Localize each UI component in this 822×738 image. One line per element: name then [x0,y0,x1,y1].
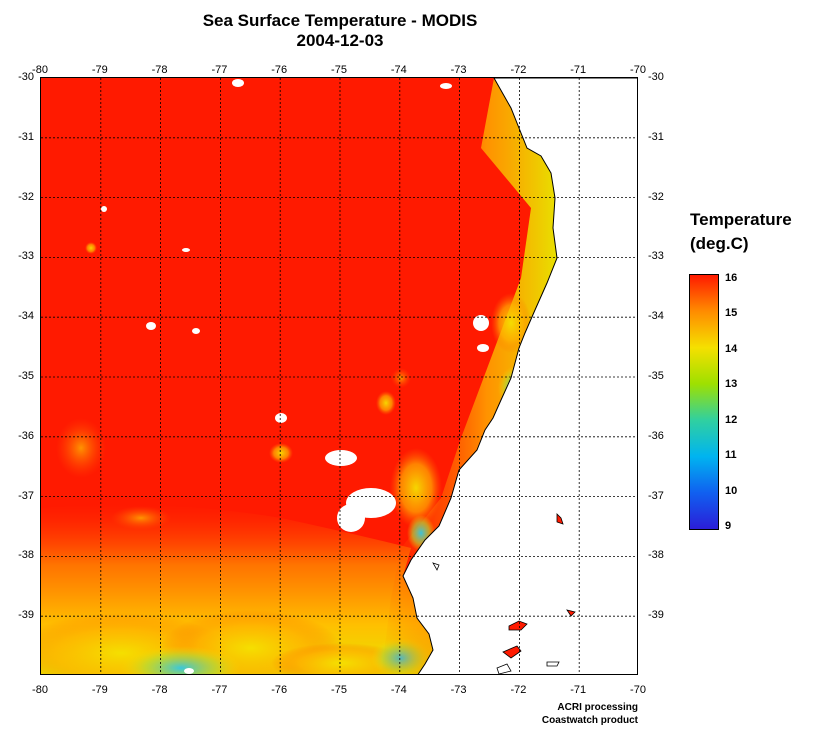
colorbar-label: 12 [725,413,738,426]
legend-title-line2: (deg.C) [690,234,749,253]
lon-tick-label: -80 [32,684,48,696]
lon-tick-label: -72 [510,684,527,696]
lat-tick-label: -31 [18,130,34,143]
lat-tick-label: -33 [18,250,34,263]
lat-tick-label: -36 [18,429,34,442]
sst-map [40,77,638,675]
lat-tick-label: -35 [18,370,34,382]
lon-tick-label: -79 [91,684,108,696]
lat-tick-label: -38 [648,549,664,562]
lon-tick-label: -74 [390,64,407,76]
lon-tick-label: -71 [570,684,587,696]
lon-tick-label: -75 [331,684,347,696]
lon-tick-label: -77 [211,64,228,76]
colorbar-label: 10 [725,484,738,497]
lon-tick-label: -78 [151,64,168,76]
lon-tick-label: -70 [630,64,646,76]
colorbar-label: 15 [725,307,738,320]
lon-tick-label: -73 [450,64,467,76]
colorbar-label: 14 [725,342,738,355]
lon-tick-label: -73 [450,684,467,696]
lon-tick-label: -75 [331,64,347,76]
lon-tick-label: -74 [390,684,407,696]
lat-tick-label: -37 [648,489,664,502]
credit-line1: ACRI processing [557,702,638,713]
sst-map-svg [41,78,637,674]
lat-tick-label: -34 [18,310,34,323]
lon-tick-label: -70 [630,684,646,696]
lat-tick-label: -39 [18,609,34,622]
credit-line2: Coastwatch product [541,715,638,726]
lat-tick-label: -30 [18,71,34,83]
lat-tick-label: -35 [648,370,664,382]
legend-title-line1: Temperature [690,210,792,229]
lat-tick-label: -30 [648,71,664,83]
map-title: Sea Surface Temperature - MODIS [202,11,478,30]
colorbar-label: 13 [725,378,738,391]
map-date: 2004-12-03 [296,31,384,50]
lat-tick-label: -33 [648,250,664,263]
lat-tick-label: -38 [18,549,34,562]
colorbar-label: 16 [725,272,738,284]
lat-tick-label: -31 [648,130,664,143]
lon-tick-label: -80 [32,64,48,76]
colorbar-label: 9 [725,520,732,532]
lon-tick-label: -72 [510,64,527,76]
colorbar-label: 11 [725,449,737,462]
lat-tick-label: -39 [648,609,664,622]
lat-tick-label: -36 [648,429,664,442]
lon-tick-label: -76 [271,684,288,696]
lat-tick-label: -37 [18,489,34,502]
lon-tick-label: -77 [211,684,228,696]
legend-title: Temperature (deg.C) [690,208,820,256]
cloud-gaps [101,79,489,674]
temperature-colorbar [689,274,719,530]
lon-tick-label: -78 [151,684,168,696]
lat-tick-label: -34 [648,310,664,323]
lat-tick-label: -32 [18,190,34,203]
islands [432,513,576,674]
lat-tick-label: -32 [648,190,664,203]
land-coastline [402,78,637,674]
lon-tick-label: -79 [91,64,108,76]
lon-tick-label: -76 [271,64,288,76]
lon-tick-label: -71 [570,64,587,76]
